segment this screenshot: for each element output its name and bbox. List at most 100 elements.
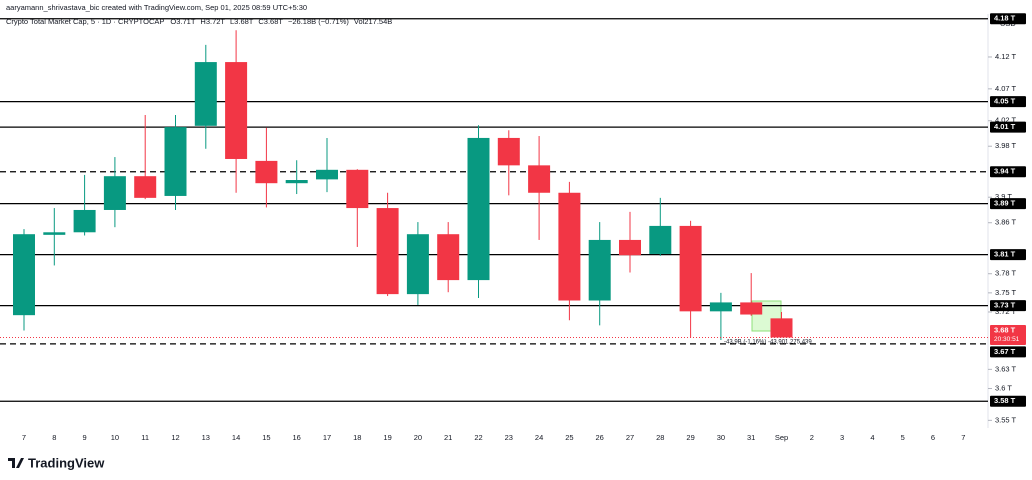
level-label: 3.73 T (994, 301, 1016, 310)
level-label: 4.01 T (994, 122, 1016, 131)
x-tick-label: 4 (870, 433, 874, 442)
x-tick-label: 6 (931, 433, 935, 442)
header-value: H3.72T (200, 17, 225, 26)
candle-body (740, 302, 763, 315)
x-tick-label: 11 (141, 433, 149, 442)
level-label-box (990, 198, 1026, 210)
chart-title: Crypto Total Market Cap, 5 · 1D · CRYPTO… (6, 17, 164, 26)
x-tick-label: 3 (840, 433, 844, 442)
candle-body (164, 127, 187, 196)
y-tick-label: 3.98 T (995, 141, 1017, 150)
candle-body (588, 239, 611, 301)
credit: aaryamann_shrivastava_bic created with T… (6, 3, 307, 12)
candle-body (467, 137, 490, 281)
header-value: C3.68T (258, 17, 283, 26)
x-tick-label: 16 (293, 433, 301, 442)
y-tick-label: 3.55 T (995, 415, 1017, 424)
level-label-box (990, 121, 1026, 133)
x-tick-label: 13 (202, 433, 210, 442)
x-tick-label: 30 (717, 433, 725, 442)
x-tick-label: 26 (596, 433, 604, 442)
candle-body (558, 192, 581, 301)
level-label: 3.81 T (994, 250, 1016, 259)
x-tick-label: 23 (505, 433, 513, 442)
y-tick-label: 3.78 T (995, 269, 1017, 278)
measure-label: -43.9B (-1.16%) -43,901,275,439 (724, 340, 812, 346)
candle-body (709, 302, 732, 312)
x-tick-label: 29 (686, 433, 694, 442)
candle-body (497, 137, 520, 166)
x-tick-label: 2 (810, 433, 814, 442)
x-tick-label: 17 (323, 433, 331, 442)
y-tick-label: 3.72 T (995, 307, 1017, 316)
x-tick-label: 28 (656, 433, 664, 442)
x-tick-label: 18 (353, 433, 361, 442)
countdown: 20:30:51 (994, 336, 1020, 343)
volume: Vol217.54B (354, 17, 392, 26)
y-tick-label: 4.12 T (995, 52, 1017, 61)
x-tick-label: 7 (961, 433, 965, 442)
y-tick-label: 3.75 T (995, 288, 1017, 297)
candle-body (73, 209, 96, 233)
x-tick-label: 8 (52, 433, 56, 442)
header-value: O3.71T (170, 17, 195, 26)
y-tick-label: 4.02 T (995, 116, 1017, 125)
level-label: 3.58 T (994, 396, 1016, 405)
current-price-box (990, 324, 1026, 345)
level-label-box (990, 13, 1026, 25)
x-tick-label: Sep (775, 433, 788, 442)
y-tick-label: 3.6 T (995, 383, 1012, 392)
x-tick-label: 27 (626, 433, 634, 442)
level-label: 4.18 T (994, 14, 1016, 23)
candle-body (619, 239, 641, 256)
x-tick-label: 20 (414, 433, 422, 442)
x-tick-label: 19 (383, 433, 391, 442)
y-tick-label: 3.86 T (995, 218, 1017, 227)
x-tick-label: 31 (747, 433, 755, 442)
level-label-box (990, 395, 1026, 407)
y-tick-label: 3.63 T (995, 364, 1017, 373)
candle-body (376, 208, 399, 295)
level-label-box (990, 249, 1026, 261)
candle-body (406, 234, 429, 295)
level-label: 3.67 T (994, 347, 1016, 356)
x-tick-label: 9 (83, 433, 87, 442)
x-tick-label: 25 (565, 433, 573, 442)
candle-body (346, 169, 369, 209)
candle-body (285, 180, 308, 184)
level-label-box (990, 166, 1026, 178)
x-tick-label: 12 (171, 433, 179, 442)
candle-body (103, 176, 126, 210)
level-label: 4.05 T (994, 97, 1016, 106)
candle-body (225, 62, 248, 159)
x-tick-label: 22 (474, 433, 482, 442)
candle-body (194, 62, 217, 126)
brand: TradingView (28, 455, 105, 470)
x-tick-label: 21 (444, 433, 452, 442)
candle-body (528, 165, 551, 193)
level-label-box (990, 96, 1026, 108)
candle-body (316, 169, 338, 180)
brand-logo: TradingView (8, 455, 105, 470)
candle-body (770, 318, 793, 338)
y-tick-label: 3.9 T (995, 192, 1012, 201)
candle-body (13, 234, 35, 316)
candle-body (255, 160, 278, 184)
candle-body (679, 225, 702, 312)
x-tick-label: 7 (22, 433, 26, 442)
x-tick-label: 15 (262, 433, 270, 442)
level-label-box (990, 346, 1026, 358)
y-tick-label: 4.07 T (995, 84, 1017, 93)
candle-body (43, 232, 66, 235)
current-price-label: 3.68 T (994, 325, 1016, 334)
header-value: −26.18B (−0.71%) (288, 17, 349, 26)
candle-body (437, 234, 460, 281)
level-label: 3.89 T (994, 199, 1016, 208)
x-tick-label: 10 (111, 433, 119, 442)
x-tick-label: 5 (901, 433, 905, 442)
level-label-box (990, 300, 1026, 312)
header-value: L3.68T (230, 17, 254, 26)
level-label: 3.94 T (994, 167, 1016, 176)
x-tick-label: 24 (535, 433, 543, 442)
